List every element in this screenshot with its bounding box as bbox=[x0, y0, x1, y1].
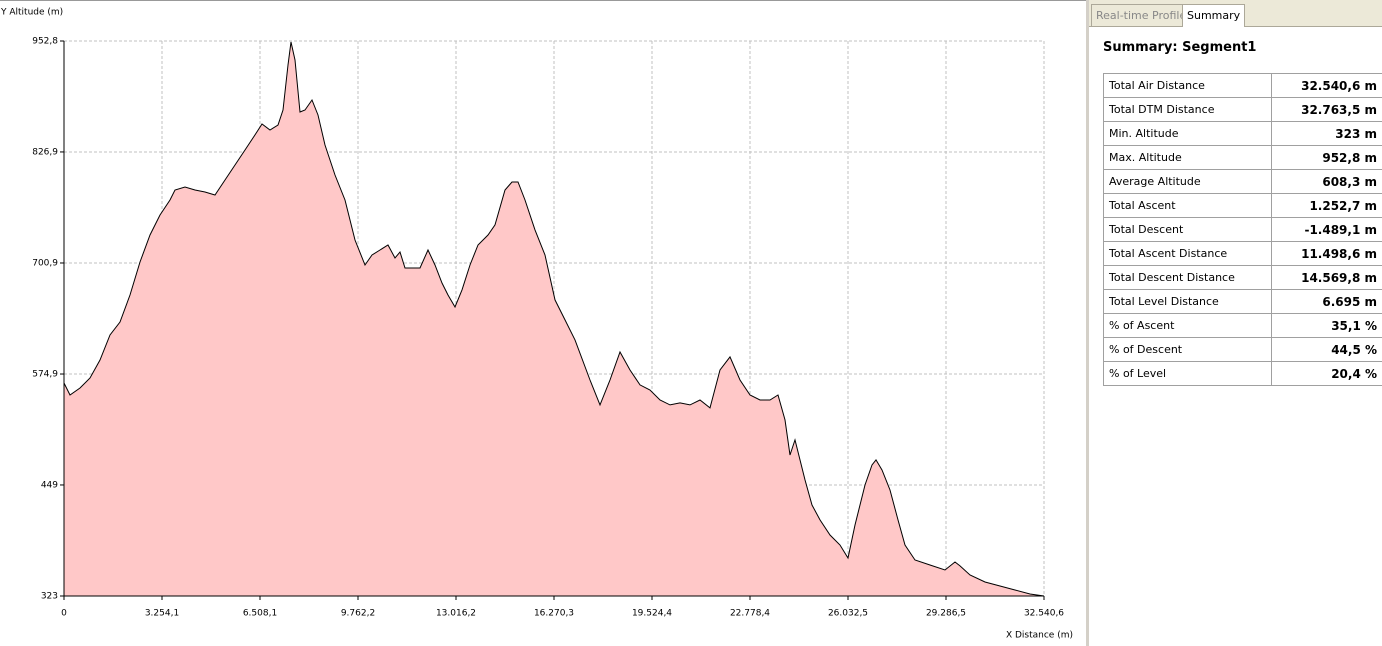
summary-value: 14.569,8 m bbox=[1271, 265, 1382, 290]
y-tick-label: 449 bbox=[41, 480, 58, 490]
summary-row: Total Level Distance 6.695 m bbox=[1103, 289, 1382, 314]
y-tick-label: 826,9 bbox=[32, 147, 58, 157]
x-tick-label: 16.270,3 bbox=[534, 609, 574, 619]
x-tick-label: 32.540,6 bbox=[1024, 609, 1064, 619]
x-tick-label: 26.032,5 bbox=[828, 609, 868, 619]
x-axis-label: X Distance (m) bbox=[1006, 631, 1073, 641]
summary-value: 11.498,6 m bbox=[1271, 241, 1382, 266]
summary-row: Average Altitude 608,3 m bbox=[1103, 169, 1382, 194]
x-tick-label: 0 bbox=[61, 609, 67, 619]
summary-row: Total Descent -1.489,1 m bbox=[1103, 217, 1382, 242]
summary-value: 1.252,7 m bbox=[1271, 193, 1382, 218]
x-tick-label: 22.778,4 bbox=[730, 609, 770, 619]
summary-title: Summary: Segment1 bbox=[1103, 40, 1257, 55]
summary-label: % of Ascent bbox=[1103, 313, 1272, 338]
y-tick-label: 952,8 bbox=[32, 37, 58, 47]
summary-label: Min. Altitude bbox=[1103, 121, 1272, 146]
chart: Y Altitude (m) X Distance (m) 323 449 574,… bbox=[0, 0, 1086, 641]
summary-label: Total Ascent Distance bbox=[1103, 241, 1272, 266]
summary-value: 323 m bbox=[1271, 121, 1382, 146]
y-tick-label: 700,9 bbox=[32, 258, 58, 268]
summary-value: 952,8 m bbox=[1271, 145, 1382, 170]
summary-value: 6.695 m bbox=[1271, 289, 1382, 314]
summary-value: -1.489,1 m bbox=[1271, 217, 1382, 242]
summary-row: % of Ascent 35,1 % bbox=[1103, 313, 1382, 338]
summary-value: 32.763,5 m bbox=[1271, 97, 1382, 122]
summary-value: 35,1 % bbox=[1271, 313, 1382, 338]
x-tick-label: 29.286,5 bbox=[926, 609, 966, 619]
tab[interactable]: Real-time Profile bbox=[1091, 4, 1192, 26]
x-tick-label: 6.508,1 bbox=[243, 609, 277, 619]
summary-row: % of Descent 44,5 % bbox=[1103, 337, 1382, 362]
summary-table: Total Air Distance 32.540,6 m Total DTM Di… bbox=[1103, 73, 1382, 386]
area-fill bbox=[64, 42, 1044, 596]
x-tick-label: 19.524,4 bbox=[632, 609, 672, 619]
summary-row: % of Level 20,4 % bbox=[1103, 361, 1382, 386]
summary-value: 20,4 % bbox=[1271, 361, 1382, 386]
summary-row: Min. Altitude 323 m bbox=[1103, 121, 1382, 146]
y-tick-label: 323 bbox=[41, 592, 58, 602]
summary-label: Total Descent Distance bbox=[1103, 265, 1272, 290]
summary-label: Total Air Distance bbox=[1103, 73, 1272, 98]
profile-line bbox=[63, 41, 1045, 597]
x-tick-label: 9.762,2 bbox=[341, 609, 375, 619]
tab[interactable]: Summary bbox=[1182, 4, 1246, 27]
y-axis-label: Y Altitude (m) bbox=[0, 8, 63, 18]
summary-row: Total Ascent 1.252,7 m bbox=[1103, 193, 1382, 218]
x-tick-label: 3.254,1 bbox=[145, 609, 179, 619]
summary-label: % of Level bbox=[1103, 361, 1272, 386]
summary-value: 608,3 m bbox=[1271, 169, 1382, 194]
summary-row: Total Ascent Distance 11.498,6 m bbox=[1103, 241, 1382, 266]
summary-label: Max. Altitude bbox=[1103, 145, 1272, 170]
y-tick-label: 574,9 bbox=[32, 370, 58, 380]
summary-value: 44,5 % bbox=[1271, 337, 1382, 362]
summary-row: Total DTM Distance 32.763,5 m bbox=[1103, 97, 1382, 122]
side-panel: Real-time Profile Summary Summary: Segme… bbox=[1086, 0, 1382, 646]
summary-label: Total Descent bbox=[1103, 217, 1272, 242]
summary-row: Total Air Distance 32.540,6 m bbox=[1103, 73, 1382, 98]
summary-value: 32.540,6 m bbox=[1271, 73, 1382, 98]
summary-label: Total Level Distance bbox=[1103, 289, 1272, 314]
summary-row: Total Descent Distance 14.569,8 m bbox=[1103, 265, 1382, 290]
summary-label: Total Ascent bbox=[1103, 193, 1272, 218]
x-tick-label: 13.016,2 bbox=[436, 609, 476, 619]
summary-row: Max. Altitude 952,8 m bbox=[1103, 145, 1382, 170]
tab-bar: Real-time Profile Summary bbox=[1089, 0, 1382, 27]
summary-label: Total DTM Distance bbox=[1103, 97, 1272, 122]
summary-label: % of Descent bbox=[1103, 337, 1272, 362]
summary-label: Average Altitude bbox=[1103, 169, 1272, 194]
